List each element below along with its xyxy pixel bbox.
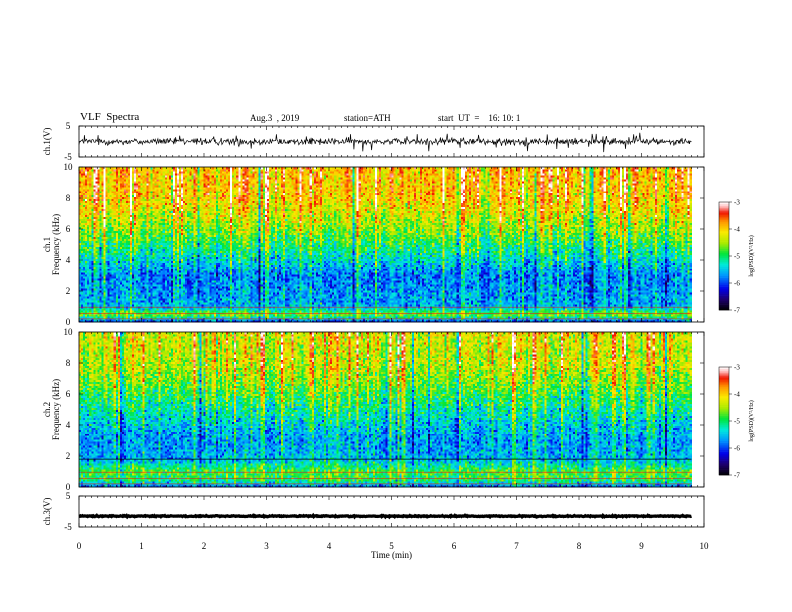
ch1-waveform-trace [79, 133, 692, 152]
y-axis-label: ch.1(V) [42, 128, 52, 156]
y-tick-label: -5 [64, 152, 72, 162]
ch1-spectrogram-heatmap [79, 167, 692, 322]
y-tick-label: 5 [66, 121, 71, 131]
ch1-waveform-panel: 5 -5 ch.1(V) [42, 121, 704, 162]
